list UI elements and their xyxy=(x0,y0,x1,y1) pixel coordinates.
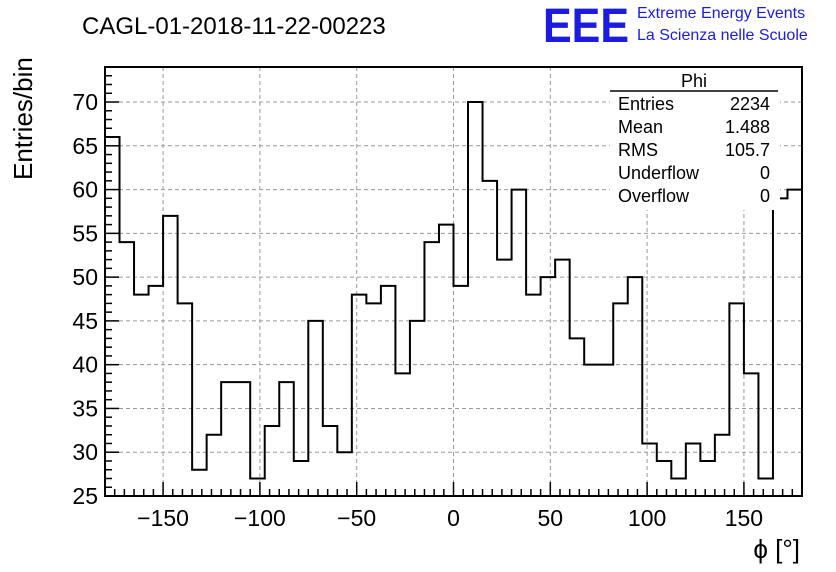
eee-logo: EEE Extreme Energy Events La Scienza nel… xyxy=(543,0,808,53)
y-tick-label: 60 xyxy=(72,177,98,203)
logo-mark: EEE xyxy=(543,0,629,53)
y-tick-label: 55 xyxy=(72,220,98,246)
y-tick-label: 45 xyxy=(72,308,98,334)
y-tick-labels: 25 30 35 40 45 50 55 60 65 70 xyxy=(72,89,98,509)
stats-row-value: 0 xyxy=(760,186,770,206)
x-tick-label: 100 xyxy=(628,505,666,531)
y-tick-label: 50 xyxy=(72,264,98,290)
y-tick-label: 70 xyxy=(72,89,98,115)
stats-row-label: Entries xyxy=(618,94,674,114)
logo-line-1: Extreme Energy Events xyxy=(637,5,805,22)
x-tick-label: −150 xyxy=(137,505,189,531)
stats-rows: Entries 2234 Mean 1.488 RMS 105.7 Underflow 0 Ov… xyxy=(618,94,770,206)
x-tick-label: 0 xyxy=(447,505,460,531)
x-tick-labels: −150 −100 −50 0 50 100 150 xyxy=(137,505,763,531)
stats-title: Phi xyxy=(681,71,707,91)
stats-row-label: RMS xyxy=(618,140,658,160)
stats-row-value: 0 xyxy=(760,163,770,183)
chart-title: CAGL-01-2018-11-22-00223 xyxy=(82,13,386,40)
x-tick-label: −100 xyxy=(234,505,286,531)
stats-row-label: Underflow xyxy=(618,163,700,183)
y-axis-label: Entries/bin xyxy=(8,57,38,180)
x-tick-label: 50 xyxy=(538,505,564,531)
stats-row-value: 2234 xyxy=(730,94,770,114)
histogram-outline xyxy=(105,101,802,480)
x-axis-label: ϕ [°] xyxy=(753,534,800,564)
logo-line-2: La Scienza nelle Scuole xyxy=(637,27,808,44)
stats-row-value: 105.7 xyxy=(725,140,770,160)
y-tick-label: 25 xyxy=(72,483,98,509)
y-tick-label: 35 xyxy=(72,395,98,421)
stats-row-label: Mean xyxy=(618,117,663,137)
y-tick-label: 40 xyxy=(72,352,98,378)
x-tick-label: −50 xyxy=(337,505,376,531)
axis-ticks xyxy=(105,66,794,497)
stats-box: Phi Entries 2234 Mean 1.488 RMS 105.7 Underflo… xyxy=(610,68,780,210)
y-tick-label: 30 xyxy=(72,439,98,465)
y-tick-label: 65 xyxy=(72,133,98,159)
stats-row-label: Overflow xyxy=(618,186,690,206)
stats-row-value: 1.488 xyxy=(725,117,770,137)
x-tick-label: 150 xyxy=(725,505,763,531)
